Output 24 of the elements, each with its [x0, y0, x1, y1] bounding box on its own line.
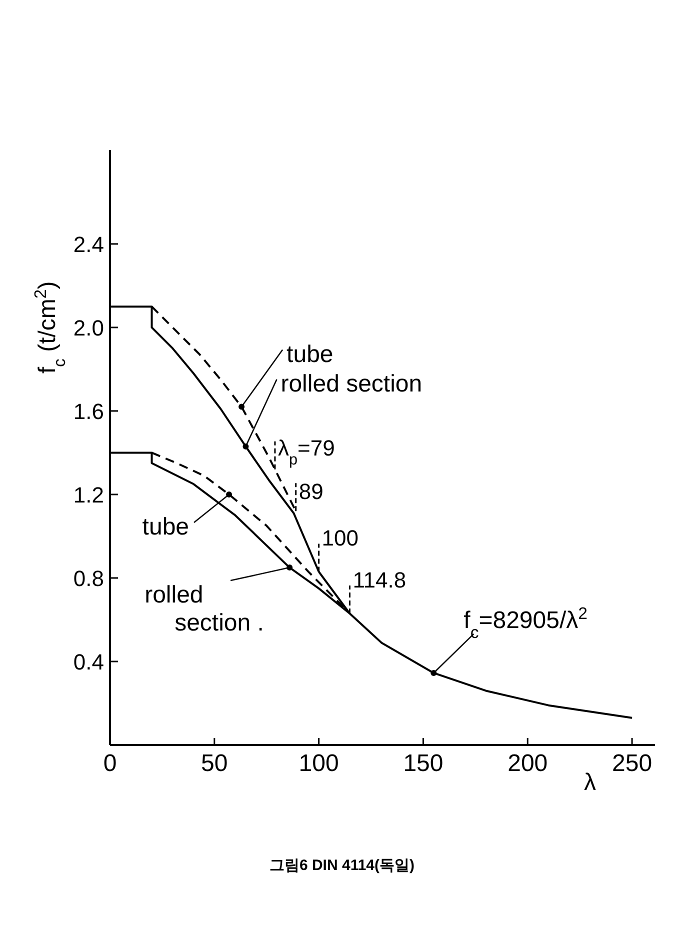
- annotation: rolled section: [280, 370, 422, 398]
- annotation: 89: [295, 479, 324, 512]
- y-tick-label: 2.0: [73, 315, 104, 340]
- annotation: rolled section .: [144, 582, 264, 637]
- annotation: tube: [142, 491, 232, 540]
- y-tick-label: 0.4: [73, 649, 104, 674]
- y-tick-label: 2.4: [73, 232, 104, 257]
- annotation: tube: [142, 513, 190, 540]
- y-tick-label: 1.2: [73, 482, 104, 508]
- x-axis-title: λ: [584, 769, 596, 796]
- x-tick-label: 150: [403, 750, 444, 777]
- x-tick-label: 50: [201, 750, 228, 777]
- annotation: 89: [298, 479, 324, 504]
- y-tick-label: 1.6: [73, 398, 104, 424]
- annotation: 100: [322, 526, 359, 551]
- caption: 그림6 DIN 4114(독일): [269, 857, 415, 874]
- annotation: tube: [286, 340, 334, 368]
- x-tick-label: 0: [103, 750, 117, 777]
- x-tick-label: 250: [612, 750, 652, 777]
- x-tick-label: 200: [508, 750, 548, 777]
- annotation: rolled section .: [144, 564, 293, 637]
- y-tick-label: 0.8: [73, 566, 104, 591]
- x-tick-label: 100: [298, 750, 339, 777]
- annotation: λ$_{p}$=79: [274, 435, 335, 470]
